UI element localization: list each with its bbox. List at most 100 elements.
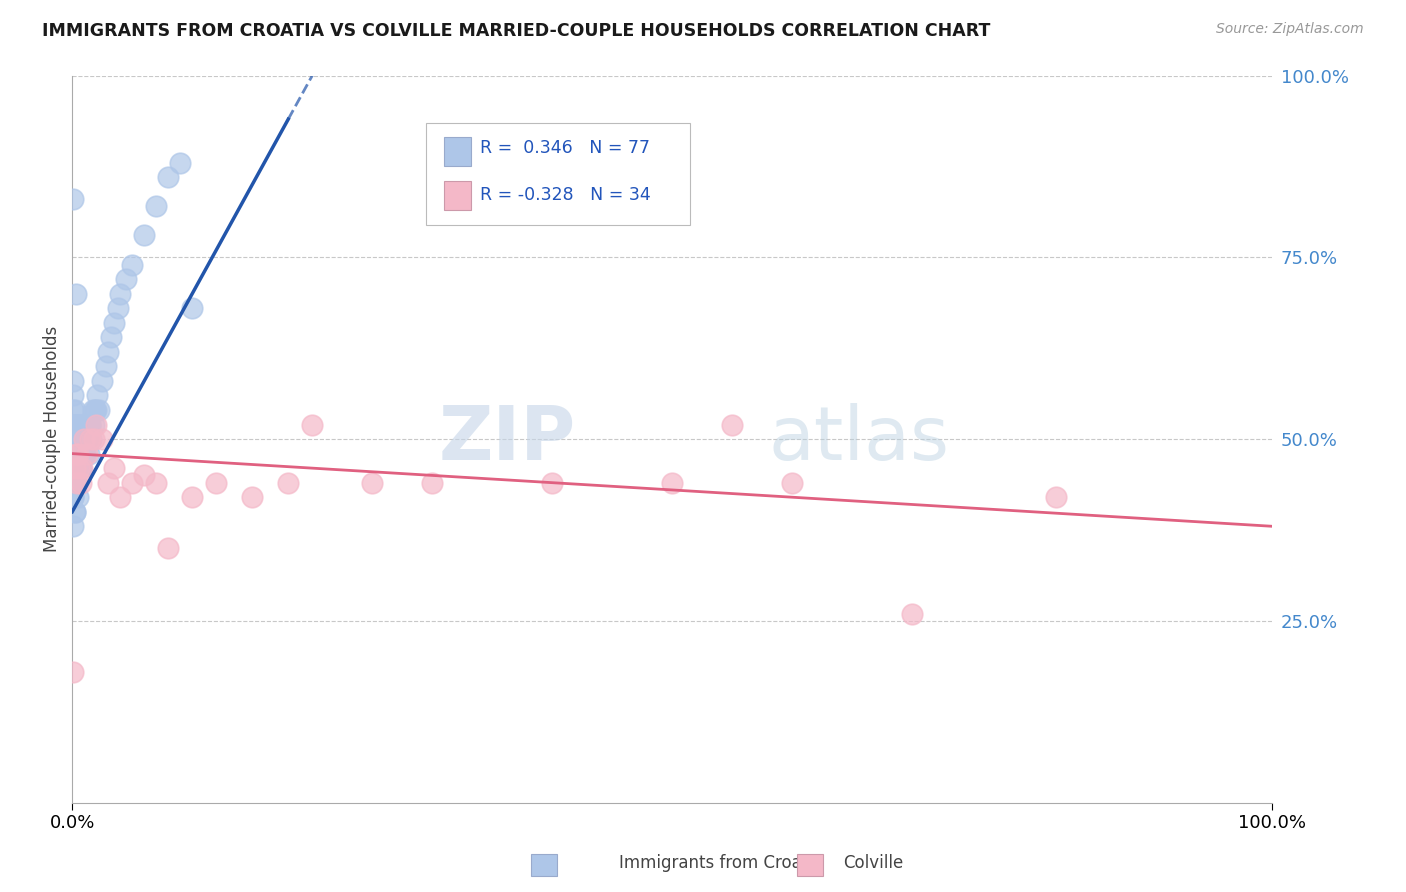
Point: [103, 461, 125, 475]
Point: [157, 170, 180, 185]
Point: [62, 374, 84, 388]
Point: [110, 286, 132, 301]
Point: [67, 417, 90, 432]
Text: R =  0.346   N = 77: R = 0.346 N = 77: [481, 139, 651, 157]
Point: [63, 403, 86, 417]
Point: [84, 417, 107, 432]
Point: [63, 417, 86, 432]
Point: [62, 665, 84, 679]
Point: [145, 475, 167, 490]
Point: [70, 417, 93, 432]
Point: [62, 490, 84, 504]
Point: [69, 461, 91, 475]
Point: [63, 447, 86, 461]
Y-axis label: Married-couple Households: Married-couple Households: [44, 326, 60, 552]
Point: [79, 417, 101, 432]
Point: [87, 403, 110, 417]
Point: [103, 316, 125, 330]
Point: [79, 432, 101, 446]
Point: [67, 432, 90, 446]
Bar: [444, 137, 471, 167]
Point: [69, 432, 91, 446]
Point: [65, 475, 87, 490]
Point: [62, 432, 84, 446]
Point: [67, 447, 90, 461]
Point: [66, 432, 89, 446]
Point: [65, 447, 87, 461]
Point: [73, 432, 96, 446]
Point: [65, 475, 87, 490]
Point: [205, 475, 228, 490]
Point: [67, 432, 90, 446]
Point: [62, 403, 84, 417]
Point: [65, 432, 87, 446]
Point: [661, 475, 683, 490]
Text: Colville: Colville: [844, 855, 904, 872]
Point: [110, 490, 132, 504]
Point: [420, 475, 443, 490]
Point: [100, 330, 122, 344]
Point: [67, 461, 90, 475]
Point: [1045, 490, 1067, 504]
Point: [84, 403, 107, 417]
Point: [782, 475, 804, 490]
Point: [541, 475, 564, 490]
Point: [901, 607, 924, 621]
Point: [65, 286, 87, 301]
Point: [97, 475, 120, 490]
Point: [301, 417, 323, 432]
Point: [72, 432, 94, 446]
Point: [76, 417, 98, 432]
Point: [83, 417, 105, 432]
Point: [181, 490, 204, 504]
Point: [62, 447, 84, 461]
Point: [86, 388, 108, 402]
Point: [62, 417, 84, 432]
Point: [134, 228, 156, 243]
Point: [62, 461, 84, 475]
Point: [70, 432, 93, 446]
Point: [66, 475, 89, 490]
Point: [82, 403, 104, 417]
Point: [62, 519, 84, 533]
Point: [63, 475, 86, 490]
Text: ZIP: ZIP: [439, 402, 576, 475]
Point: [157, 541, 180, 555]
Point: [97, 344, 120, 359]
Point: [121, 475, 143, 490]
Point: [107, 301, 129, 315]
Point: [67, 490, 90, 504]
Point: [65, 417, 87, 432]
Text: Immigrants from Croatia: Immigrants from Croatia: [619, 855, 823, 872]
Point: [73, 432, 96, 446]
Point: [65, 461, 87, 475]
Point: [145, 199, 167, 213]
Point: [121, 258, 143, 272]
Point: [75, 447, 97, 461]
Point: [240, 490, 263, 504]
Point: [63, 505, 86, 519]
Point: [277, 475, 299, 490]
Point: [83, 432, 105, 446]
Point: [67, 461, 90, 475]
Point: [65, 447, 87, 461]
Point: [91, 374, 114, 388]
Point: [76, 447, 98, 461]
Point: [84, 403, 107, 417]
Point: [63, 461, 86, 475]
Point: [76, 432, 98, 446]
Point: [361, 475, 384, 490]
Point: [63, 505, 86, 519]
Point: [73, 417, 96, 432]
Text: IMMIGRANTS FROM CROATIA VS COLVILLE MARRIED-COUPLE HOUSEHOLDS CORRELATION CHART: IMMIGRANTS FROM CROATIA VS COLVILLE MARR…: [42, 22, 991, 40]
Point: [65, 475, 87, 490]
Point: [76, 432, 98, 446]
Point: [169, 155, 191, 169]
Point: [62, 490, 84, 504]
Point: [69, 461, 91, 475]
Point: [63, 461, 86, 475]
Text: atlas: atlas: [769, 402, 949, 475]
Point: [80, 432, 103, 446]
Point: [91, 432, 114, 446]
Point: [66, 447, 89, 461]
